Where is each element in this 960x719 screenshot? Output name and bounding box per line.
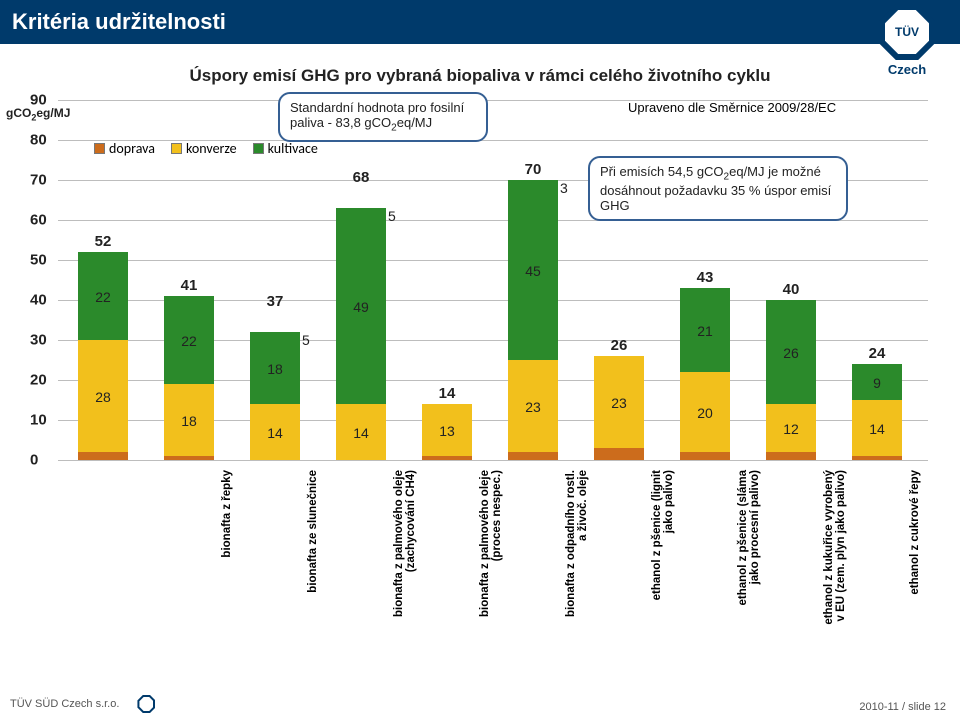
bar-segment-doprava bbox=[594, 448, 644, 460]
bar-total: 26 bbox=[594, 337, 644, 354]
segment-value: 28 bbox=[78, 389, 128, 405]
bar-group: 122640ethanol z cukrové řepy bbox=[766, 100, 816, 460]
bar-segment-doprava bbox=[852, 456, 902, 460]
segment-value: 14 bbox=[852, 421, 902, 437]
y-tick: 30 bbox=[30, 332, 47, 349]
bar-segment-doprava bbox=[422, 456, 472, 460]
footer-right: 2010-11 / slide 12 bbox=[859, 701, 946, 713]
page-title: Kritéria udržitelnosti bbox=[12, 9, 226, 35]
y-tick: 10 bbox=[30, 412, 47, 429]
plot: 0102030405060708090dopravakonverzekultiv… bbox=[58, 100, 928, 460]
segment-value: 22 bbox=[164, 333, 214, 349]
segment-value: 20 bbox=[680, 405, 730, 421]
bar-segment-doprava bbox=[164, 456, 214, 460]
bar-group: 1418537bionafta z palmového oleje (zachy… bbox=[250, 100, 300, 460]
segment-value: 14 bbox=[250, 425, 300, 441]
logo-sub: Czech bbox=[872, 62, 942, 77]
bar-group: 2345370ethanol z pšenice (lignit jako pa… bbox=[508, 100, 558, 460]
segment-value: 26 bbox=[766, 345, 816, 361]
footer-left: TÜV SÜD Czech s.r.o. bbox=[10, 695, 155, 713]
bar-segment-doprava bbox=[78, 452, 128, 460]
bar-group: 282252bionafta z řepky bbox=[78, 100, 128, 460]
bar-total: 41 bbox=[164, 277, 214, 294]
tuv-logo: TÜV Czech bbox=[872, 4, 942, 77]
bar-total: 14 bbox=[422, 385, 472, 402]
bar-group: 1314bionafta z odpadního rostl. a živoč.… bbox=[422, 100, 472, 460]
segment-value: 14 bbox=[336, 425, 386, 441]
segment-value: 45 bbox=[508, 263, 558, 279]
bar-group: 1449568bionafta z palmového oleje (proce… bbox=[336, 100, 386, 460]
segment-value: 13 bbox=[422, 423, 472, 439]
bar-group: 2326ethanol z pšenice (sláma jako proces… bbox=[594, 100, 644, 460]
tuv-mini-icon bbox=[137, 695, 155, 713]
y-tick: 50 bbox=[30, 252, 47, 269]
header-bar: Kritéria udržitelnosti bbox=[0, 0, 960, 44]
bar-total: 70 bbox=[508, 161, 558, 178]
bar-group: 202143ethanol z kukuřice vyrobený v EU (… bbox=[680, 100, 730, 460]
bar-group: 14924ethanol z cukrové třtiny bbox=[852, 100, 902, 460]
segment-extra-top: 3 bbox=[558, 180, 578, 196]
bar-total: 40 bbox=[766, 281, 816, 298]
footer-company: TÜV SÜD Czech s.r.o. bbox=[10, 698, 119, 710]
segment-value: 18 bbox=[250, 361, 300, 377]
y-tick: 90 bbox=[30, 92, 47, 109]
bar-total: 68 bbox=[336, 169, 386, 186]
bar-total: 37 bbox=[250, 293, 300, 310]
segment-extra-top: 5 bbox=[300, 332, 320, 348]
segment-value: 9 bbox=[852, 375, 902, 391]
y-tick: 0 bbox=[30, 452, 38, 469]
segment-value: 12 bbox=[766, 421, 816, 437]
y-tick: 40 bbox=[30, 292, 47, 309]
bar-total: 43 bbox=[680, 269, 730, 286]
segment-value: 49 bbox=[336, 299, 386, 315]
y-tick: 20 bbox=[30, 372, 47, 389]
segment-value: 23 bbox=[594, 395, 644, 411]
chart-title: Úspory emisí GHG pro vybraná biopaliva v… bbox=[0, 66, 960, 86]
segment-value: 18 bbox=[164, 413, 214, 429]
bar-total: 52 bbox=[78, 233, 128, 250]
y-tick: 60 bbox=[30, 212, 47, 229]
y-tick: 70 bbox=[30, 172, 47, 189]
bar-total: 24 bbox=[852, 345, 902, 362]
bar-segment-doprava bbox=[766, 452, 816, 460]
segment-value: 22 bbox=[78, 289, 128, 305]
segment-value: 23 bbox=[508, 399, 558, 415]
bar-group: 182241bionafta ze slunečnice bbox=[164, 100, 214, 460]
segment-extra-top: 5 bbox=[386, 208, 406, 224]
bar-segment-doprava bbox=[508, 452, 558, 460]
chart-area: 0102030405060708090dopravakonverzekultiv… bbox=[58, 100, 928, 620]
y-tick: 80 bbox=[30, 132, 47, 149]
grid-line bbox=[58, 460, 928, 461]
bar-segment-doprava bbox=[680, 452, 730, 460]
logo-text: TÜV bbox=[885, 10, 929, 54]
segment-value: 21 bbox=[680, 323, 730, 339]
